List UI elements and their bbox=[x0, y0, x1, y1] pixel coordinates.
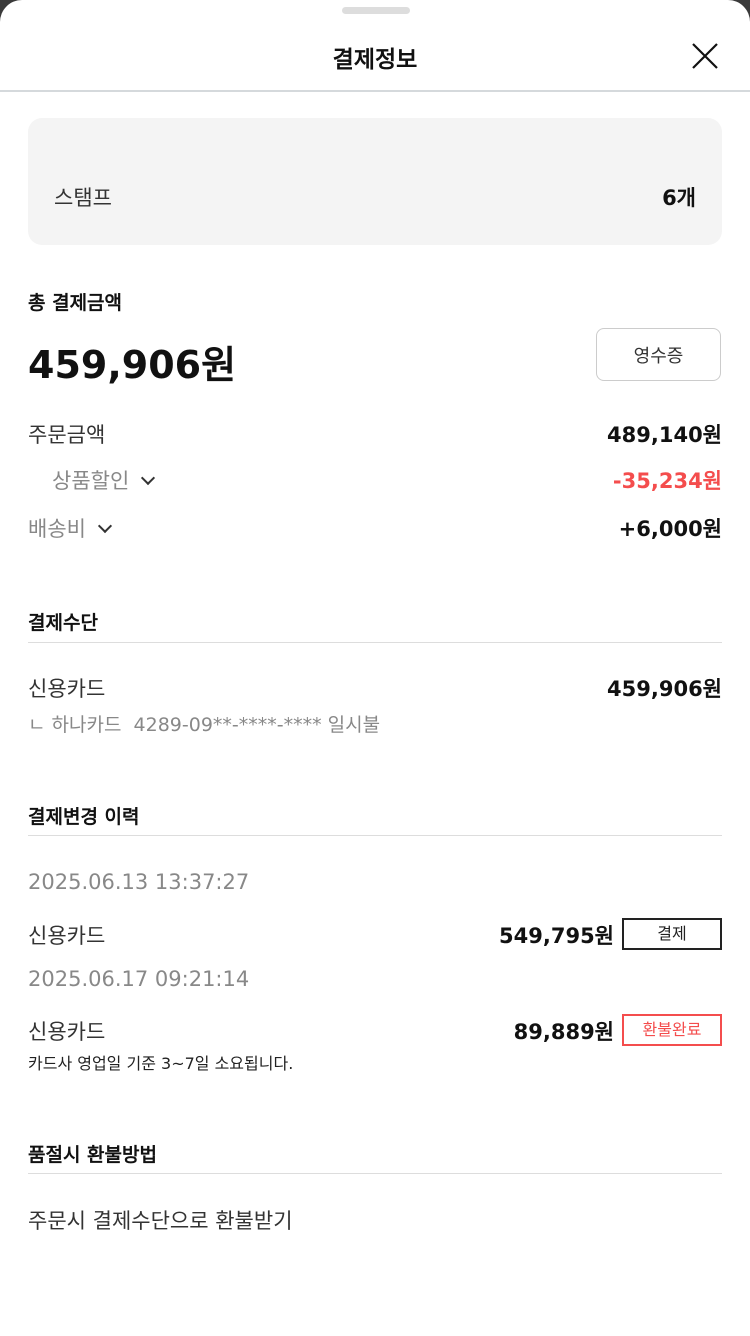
status-badge: 환불완료 bbox=[622, 1014, 722, 1046]
divider bbox=[28, 835, 722, 836]
chevron-down-icon bbox=[97, 518, 113, 534]
page-title: 결제정보 bbox=[332, 47, 418, 73]
payment-method-title: 결제수단 bbox=[28, 612, 98, 634]
refund-method-text: 주문시 결제수단으로 환불받기 bbox=[28, 1209, 293, 1233]
order-amount-value: 489,140원 bbox=[607, 423, 722, 447]
payment-method-name: 신용카드 bbox=[28, 677, 106, 701]
drag-handle[interactable] bbox=[342, 7, 410, 14]
refund-note: 카드사 영업일 기준 3~7일 소요됩니다. bbox=[28, 1054, 294, 1073]
receipt-button[interactable]: 영수증 bbox=[596, 328, 721, 381]
divider bbox=[28, 642, 722, 643]
total-amount: 459,906원 bbox=[28, 343, 237, 387]
history-title: 결제변경 이력 bbox=[28, 806, 140, 828]
history-datetime: 2025.06.13 13:37:27 bbox=[28, 870, 250, 894]
status-badge: 결제 bbox=[622, 918, 722, 950]
payment-method-amount: 459,906원 bbox=[607, 677, 722, 701]
discount-toggle[interactable]: 상품할인 bbox=[52, 465, 156, 495]
history-method: 신용카드 bbox=[28, 1020, 106, 1044]
shipping-value: +6,000원 bbox=[618, 517, 722, 541]
discount-label: 상품할인 bbox=[52, 469, 130, 493]
stamp-value: 6개 bbox=[662, 186, 696, 210]
history-datetime: 2025.06.17 09:21:14 bbox=[28, 967, 250, 991]
stamp-label: 스탬프 bbox=[54, 186, 112, 210]
header: 결제정보 bbox=[0, 20, 750, 92]
discount-value: -35,234원 bbox=[612, 469, 722, 493]
shipping-label: 배송비 bbox=[28, 517, 86, 541]
chevron-down-icon bbox=[141, 470, 156, 486]
card-detail: ㄴ 하나카드 4289-09**-****-**** 일시불 bbox=[28, 714, 381, 736]
refund-title: 품절시 환불방법 bbox=[28, 1144, 157, 1166]
stamp-card: 스탬프 6개 bbox=[28, 118, 722, 245]
close-icon[interactable] bbox=[690, 41, 720, 71]
history-method: 신용카드 bbox=[28, 924, 106, 948]
divider bbox=[28, 1173, 722, 1174]
history-amount: 89,889원 bbox=[513, 1020, 614, 1044]
history-amount: 549,795원 bbox=[499, 924, 614, 948]
order-amount-label: 주문금액 bbox=[28, 423, 106, 447]
total-label: 총 결제금액 bbox=[28, 292, 123, 314]
shipping-toggle[interactable]: 배송비 bbox=[28, 513, 113, 543]
